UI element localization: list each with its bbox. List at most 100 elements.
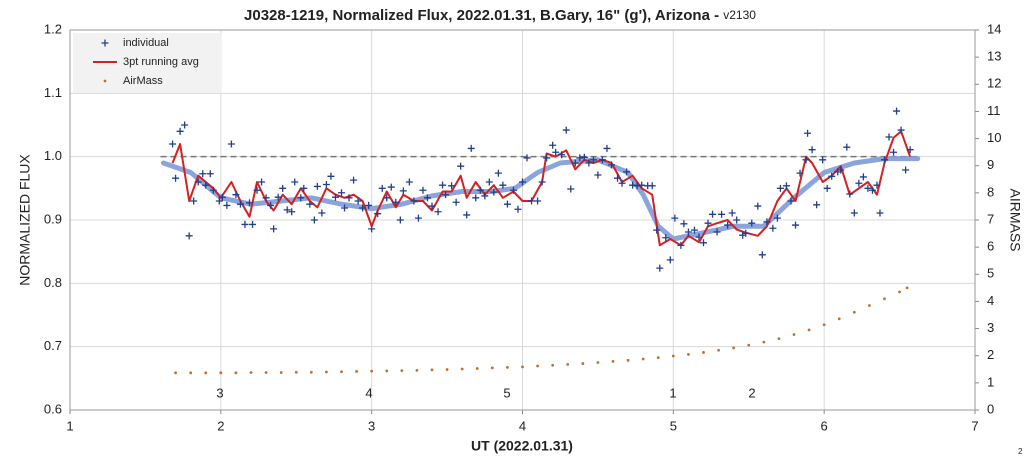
chart-title: J0328-1219, Normalized Flux, 2022.01.31,…	[244, 7, 723, 24]
data-point	[194, 178, 202, 186]
data-point	[713, 228, 721, 236]
airmass-point	[762, 340, 766, 344]
data-point	[291, 178, 299, 186]
airmass-point	[279, 371, 283, 374]
data-point	[181, 121, 189, 129]
annotation: 5	[503, 385, 510, 400]
data-point	[873, 181, 881, 189]
data-point	[267, 201, 275, 209]
data-point	[813, 201, 821, 209]
airmass-point	[189, 371, 193, 375]
airmass-point	[883, 297, 886, 301]
data-point	[638, 181, 646, 189]
data-point	[876, 209, 884, 217]
data-point	[387, 183, 395, 191]
data-point	[509, 186, 517, 194]
data-point	[428, 202, 436, 210]
airmass-point	[792, 333, 796, 336]
y2-tick-label: 7	[987, 211, 994, 226]
y2-axis-label: AIRMASS	[1007, 188, 1023, 251]
data-point	[653, 226, 661, 234]
data-point	[209, 186, 217, 194]
airmass-point	[626, 358, 630, 362]
data-point	[843, 143, 851, 151]
data-point	[906, 146, 914, 154]
data-point	[448, 182, 456, 190]
data-point	[472, 194, 480, 202]
airmass-point	[807, 328, 811, 332]
data-point	[338, 189, 345, 197]
data-point	[850, 209, 858, 217]
data-point	[782, 182, 790, 190]
data-point	[567, 185, 575, 193]
y2-tick-label: 2	[987, 347, 994, 362]
data-point	[528, 197, 536, 205]
data-point	[902, 166, 910, 174]
airmass-point	[460, 367, 464, 371]
data-point	[808, 146, 816, 154]
y2-tick-label: 1	[987, 374, 994, 389]
data-point	[503, 200, 511, 208]
data-point	[392, 198, 400, 206]
y-tick-label: 0.9	[44, 211, 62, 226]
data-point	[241, 220, 249, 228]
data-point	[494, 169, 502, 177]
data-point	[410, 197, 418, 205]
data-point	[374, 210, 382, 218]
airmass-point	[852, 310, 856, 314]
airmass-point	[536, 364, 539, 368]
airmass-point	[385, 369, 389, 373]
y2-tick-label: 5	[987, 266, 994, 281]
data-point	[724, 221, 732, 229]
annotation: 4	[365, 385, 372, 400]
airmass-point	[717, 348, 720, 352]
airmass-point	[747, 343, 751, 347]
data-point	[279, 184, 287, 192]
data-point	[270, 225, 278, 233]
y-tick-label: 0.7	[44, 338, 62, 353]
data-point	[223, 201, 231, 209]
data-point	[322, 181, 330, 189]
data-point	[680, 220, 688, 228]
data-point	[169, 140, 177, 148]
y2-tick-label: 0	[987, 401, 994, 416]
data-point	[823, 184, 831, 192]
data-point	[656, 264, 664, 272]
data-point	[868, 186, 876, 194]
data-point	[300, 184, 308, 192]
y2-tick-label: 4	[987, 293, 994, 308]
data-point	[733, 216, 741, 224]
data-point	[538, 178, 546, 186]
data-point	[796, 169, 804, 177]
y-axis-label: NORMALIZED FLUX	[17, 154, 33, 286]
airmass-point	[234, 371, 238, 375]
data-point	[485, 178, 493, 186]
y2-tick-label: 13	[987, 49, 1001, 64]
data-point	[232, 191, 240, 199]
airmass-point	[506, 365, 509, 369]
data-point	[594, 171, 602, 179]
data-point	[607, 161, 615, 169]
airmass-point	[264, 371, 268, 374]
data-point	[859, 173, 867, 181]
legend-symbol	[101, 39, 109, 47]
data-point	[172, 174, 180, 182]
y2-tick-label: 14	[987, 21, 1001, 36]
airmass-point	[777, 337, 781, 341]
data-point	[897, 126, 905, 134]
data-point	[709, 210, 717, 218]
airmass-point	[732, 346, 736, 350]
airmass-point	[249, 371, 253, 374]
data-point	[773, 214, 781, 222]
airmass-point	[325, 370, 328, 374]
x-tick-label: 6	[821, 418, 828, 433]
airmass-point	[611, 360, 615, 363]
data-point	[283, 206, 291, 214]
data-point	[758, 251, 766, 259]
y2-tick-label: 3	[987, 320, 994, 335]
data-point	[481, 192, 489, 200]
data-point	[787, 197, 795, 205]
annotation: 3	[216, 385, 223, 400]
trend-line	[161, 156, 921, 242]
data-point	[523, 154, 531, 162]
